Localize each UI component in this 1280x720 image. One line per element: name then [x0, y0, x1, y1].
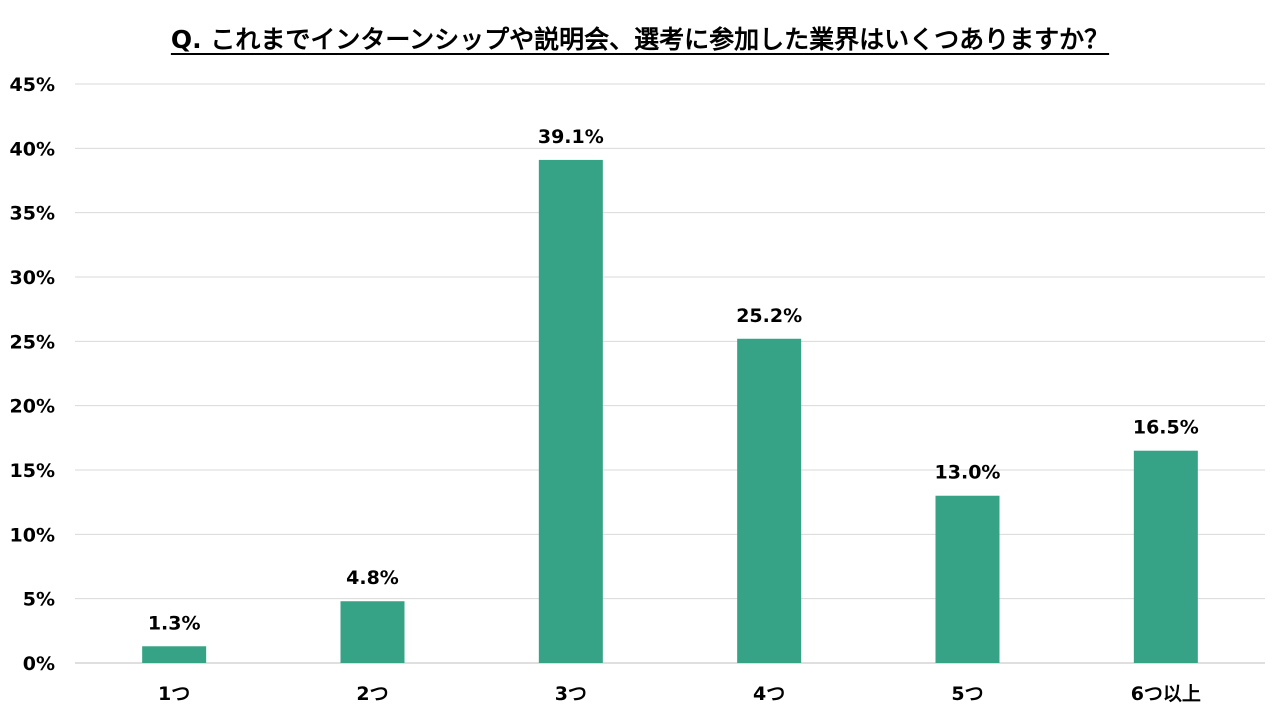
y-tick-label: 5% [23, 589, 55, 611]
y-tick-label: 35% [10, 203, 55, 225]
data-label: 4.8% [346, 567, 399, 589]
y-tick-label: 20% [10, 396, 55, 418]
x-tick-label: 5つ [951, 683, 983, 705]
data-label: 25.2% [736, 305, 802, 327]
x-tick-label: 6つ以上 [1131, 683, 1201, 705]
data-label: 1.3% [148, 612, 201, 634]
data-label: 16.5% [1133, 417, 1199, 439]
x-axis-tick-labels: 1つ 2つ 3つ 4つ 5つ 6つ以上 [158, 683, 1201, 705]
y-tick-label: 10% [10, 524, 55, 546]
bar [538, 159, 603, 663]
y-tick-label: 30% [10, 267, 55, 289]
chart-title-text: Q. これまでインターンシップや説明会、選考に参加した業界はいくつありますか？ [170, 25, 1110, 54]
x-tick-label: 1つ [158, 683, 190, 705]
y-tick-label: 0% [23, 653, 55, 675]
bar [340, 601, 405, 663]
y-axis-tick-labels: 0% 5% 10% 15% 20% 25% 30% 35% 40% 45% [10, 74, 55, 675]
x-tick-label: 4つ [753, 683, 785, 705]
bars [142, 159, 1198, 663]
y-tick-label: 45% [10, 74, 55, 96]
y-tick-label: 15% [10, 460, 55, 482]
value-labels: 1.3% 4.8% 39.1% 25.2% 13.0% 16.5% [148, 126, 1199, 634]
bar [142, 646, 207, 663]
data-label: 39.1% [538, 126, 604, 148]
bar [935, 495, 1000, 663]
bar [1133, 450, 1198, 663]
y-tick-label: 25% [10, 331, 55, 353]
chart-title: Q. これまでインターンシップや説明会、選考に参加した業界はいくつありますか？ [0, 20, 1280, 56]
x-tick-label: 2つ [356, 683, 388, 705]
grid-lines [75, 83, 1265, 664]
x-tick-label: 3つ [555, 683, 587, 705]
data-label: 13.0% [935, 462, 1001, 484]
y-tick-label: 40% [10, 138, 55, 160]
bar [737, 338, 802, 663]
